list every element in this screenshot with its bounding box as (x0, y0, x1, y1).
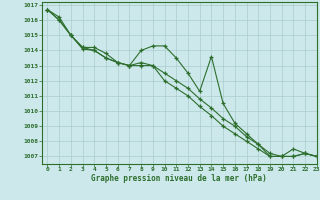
X-axis label: Graphe pression niveau de la mer (hPa): Graphe pression niveau de la mer (hPa) (91, 174, 267, 183)
